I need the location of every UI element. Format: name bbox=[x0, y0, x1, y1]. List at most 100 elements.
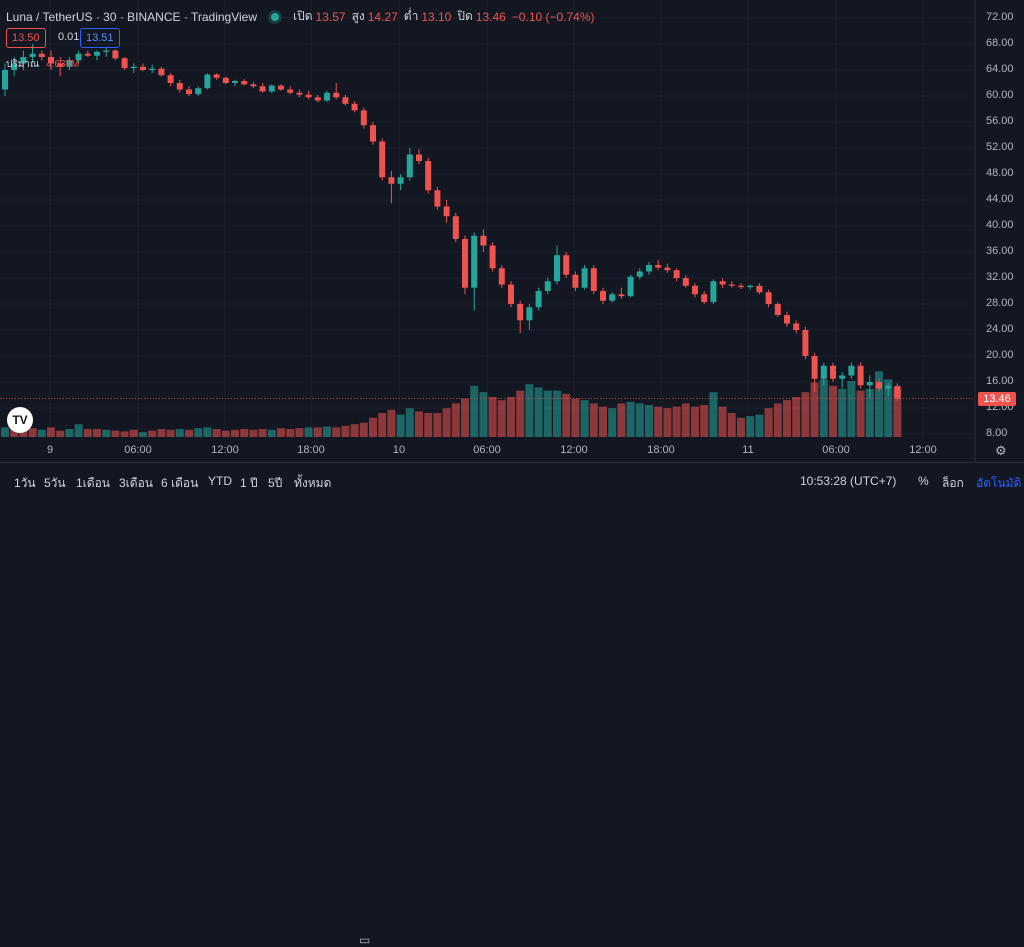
volume-bar bbox=[516, 390, 525, 437]
timeframe-5y[interactable]: 5ปี bbox=[268, 476, 283, 490]
volume-bar bbox=[626, 401, 635, 437]
candle-body bbox=[29, 53, 36, 57]
candle-body bbox=[443, 206, 450, 217]
volume-bar bbox=[387, 409, 396, 437]
volume-bar bbox=[718, 406, 727, 437]
volume-bar bbox=[497, 400, 506, 437]
high-value: 14.27 bbox=[367, 9, 398, 24]
time-tick-label: 12:00 bbox=[909, 444, 937, 456]
price-tick-label: 48.00 bbox=[986, 167, 1014, 179]
volume-bar bbox=[543, 390, 552, 437]
price-tick-label: 24.00 bbox=[986, 323, 1014, 335]
price-tick-label: 32.00 bbox=[986, 271, 1014, 283]
timeframe-all[interactable]: ทั้งหมด bbox=[294, 476, 332, 490]
price-chart[interactable] bbox=[0, 0, 1024, 462]
candle-body bbox=[305, 94, 312, 98]
price-tick-label: 56.00 bbox=[986, 115, 1014, 127]
candle-body bbox=[747, 285, 754, 288]
auto-scale-toggle[interactable]: อัตโนมัติ bbox=[976, 476, 1022, 490]
volume-bar bbox=[139, 432, 147, 437]
candle-body bbox=[186, 89, 192, 95]
candle-body bbox=[324, 92, 330, 101]
candle-body bbox=[554, 255, 560, 282]
volume-bar bbox=[369, 417, 377, 437]
candle-body bbox=[314, 97, 321, 101]
candle-body bbox=[692, 285, 698, 295]
percent-toggle[interactable]: % bbox=[918, 474, 929, 488]
volume-bar bbox=[838, 389, 847, 437]
timeframe-ytd[interactable]: YTD bbox=[208, 474, 232, 488]
price-tick-label: 36.00 bbox=[986, 245, 1014, 257]
volume-bar bbox=[773, 403, 782, 437]
candle-body bbox=[609, 294, 616, 301]
volume-bar bbox=[663, 408, 672, 437]
tradingview-logo-icon[interactable]: TV bbox=[7, 407, 33, 433]
timeframe-6m[interactable]: 6 เดือน bbox=[161, 476, 199, 490]
candle-body bbox=[259, 86, 266, 92]
volume-bar bbox=[589, 403, 598, 437]
volume-bar bbox=[884, 379, 893, 437]
gear-icon[interactable]: ⚙ bbox=[995, 443, 1007, 458]
candle-body bbox=[287, 89, 294, 93]
volume-bar bbox=[185, 429, 193, 437]
volume-bar bbox=[571, 398, 580, 437]
volume-bar bbox=[1, 427, 9, 437]
close-value: 13.46 bbox=[475, 9, 506, 24]
volume-bar bbox=[829, 385, 837, 437]
candle-body bbox=[701, 294, 708, 303]
timeframe-5d[interactable]: 5วัน bbox=[44, 476, 66, 490]
buy-price-button[interactable]: 13.51 bbox=[80, 28, 120, 48]
timeframe-1d[interactable]: 1วัน bbox=[14, 476, 36, 490]
candle-body bbox=[48, 57, 54, 64]
candle-body bbox=[195, 88, 202, 95]
timeframe-1m[interactable]: 1เดือน bbox=[76, 476, 110, 490]
timeframe-1y[interactable]: 1 ปี bbox=[240, 476, 258, 490]
time-tick-label: 06:00 bbox=[124, 444, 152, 456]
clock-display[interactable]: 10:53:28 (UTC+7) bbox=[800, 474, 897, 488]
volume-bar bbox=[47, 427, 55, 437]
candle-body bbox=[876, 382, 882, 389]
volume-bar bbox=[194, 428, 203, 437]
volume-bar bbox=[350, 424, 359, 437]
volume-bar bbox=[562, 393, 571, 437]
volume-bar bbox=[231, 429, 239, 437]
candle-body bbox=[719, 281, 726, 285]
candle-body bbox=[682, 278, 689, 286]
price-tick-label: 8.00 bbox=[986, 427, 1008, 439]
candle-body bbox=[535, 291, 542, 308]
candle-body bbox=[406, 154, 413, 178]
volume-legend: ปริมาณ 4.637M bbox=[6, 57, 79, 72]
candle-body bbox=[176, 83, 183, 90]
calendar-icon[interactable]: ▭ bbox=[359, 933, 371, 947]
time-tick-label: 18:00 bbox=[297, 444, 325, 456]
price-tick-label: 68.00 bbox=[986, 37, 1014, 49]
sell-price-button[interactable]: 13.50 bbox=[6, 28, 46, 48]
time-tick-label: 18:00 bbox=[647, 444, 675, 456]
volume-bar bbox=[405, 408, 414, 437]
candle-body bbox=[784, 315, 790, 324]
volume-bar bbox=[488, 397, 497, 437]
candle-body bbox=[572, 274, 579, 288]
volume-bar bbox=[599, 406, 607, 437]
candle-body bbox=[489, 245, 496, 269]
candle-body bbox=[434, 190, 441, 207]
volume-bar bbox=[700, 405, 709, 437]
volume-bar bbox=[378, 413, 387, 437]
volume-bar bbox=[461, 398, 469, 437]
volume-bar bbox=[65, 429, 74, 437]
symbol-title[interactable]: Luna / TetherUS · 30 · BINANCE · Trading… bbox=[6, 9, 258, 24]
change-value: −0.10 (−0.74%) bbox=[511, 9, 595, 24]
log-toggle[interactable]: ล็อก bbox=[942, 476, 964, 490]
volume-bar bbox=[479, 392, 488, 437]
low-label: ต่ำ bbox=[403, 9, 419, 23]
volume-bar bbox=[37, 429, 46, 437]
volume-bar bbox=[157, 429, 166, 437]
volume-value: 4.637M bbox=[45, 59, 80, 70]
candle-body bbox=[268, 85, 275, 92]
candle-body bbox=[112, 50, 119, 59]
volume-bar bbox=[212, 429, 221, 437]
timeframe-3m[interactable]: 3เดือน bbox=[119, 476, 153, 490]
candle-body bbox=[66, 60, 73, 67]
price-tick-label: 20.00 bbox=[986, 349, 1014, 361]
candle-body bbox=[526, 307, 533, 321]
